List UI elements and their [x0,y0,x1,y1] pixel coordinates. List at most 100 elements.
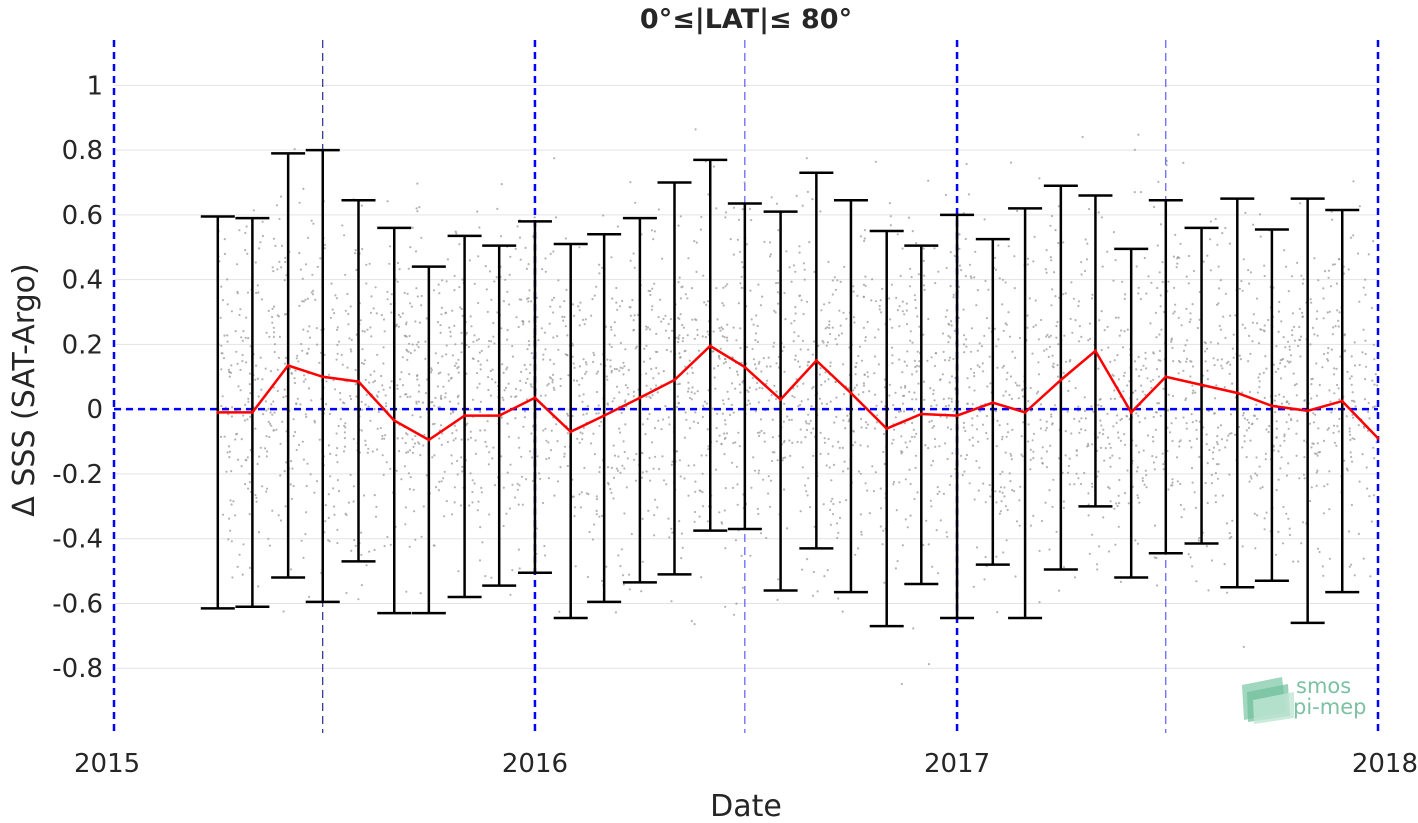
scatter-point [803,268,806,271]
scatter-point [913,391,916,394]
scatter-point [682,326,686,329]
scatter-point [1285,474,1289,477]
scatter-point [492,335,495,338]
scatter-point [895,296,898,299]
scatter-point [998,277,1001,280]
scatter-point [1287,290,1290,293]
scatter-point [343,402,346,405]
scatter-point [898,305,901,308]
y-tick-label: -0.8 [52,654,103,684]
scatter-point [1117,316,1120,319]
scatter-point [791,441,794,444]
scatter-point [404,506,407,509]
scatter-point [336,447,339,450]
scatter-point [937,572,940,575]
scatter-point [420,236,423,239]
scatter-point [334,388,337,391]
scatter-point [1113,389,1116,392]
scatter-point [1315,394,1318,397]
scatter-point [1252,313,1255,316]
scatter-point [952,293,955,296]
scatter-point [451,513,454,516]
scatter-point [646,326,650,329]
scatter-point [469,408,472,411]
scatter-point [702,404,705,407]
scatter-point [1152,415,1155,418]
scatter-point [449,330,452,333]
scatter-point [1317,451,1320,454]
scatter-point [354,368,357,372]
scatter-point [221,395,224,398]
scatter-point [1055,530,1058,533]
scatter-point [866,371,869,374]
scatter-point [1189,375,1192,378]
scatter-point [221,299,224,302]
scatter-point [241,353,244,357]
scatter-point [1044,501,1047,504]
scatter-point [683,436,687,439]
scatter-point [880,400,883,403]
scatter-point [634,479,638,482]
scatter-point [671,460,674,463]
scatter-point [930,505,933,508]
scatter-point [1171,484,1174,487]
scatter-point [794,312,797,315]
scatter-point [346,366,349,369]
scatter-point [1143,256,1146,260]
scatter-point [1145,367,1148,370]
scatter-point [818,373,822,376]
scatter-point [792,340,795,343]
scatter-point [1111,373,1114,376]
scatter-point [1351,437,1354,440]
scatter-point [1350,355,1353,358]
scatter-point [740,286,743,289]
scatter-point [296,397,299,400]
scatter-point [465,343,468,346]
scatter-point [276,314,279,317]
scatter-point [1097,470,1100,473]
scatter-point [360,429,363,432]
scatter-point [962,343,966,346]
scatter-point [469,430,472,433]
scatter-point [1372,343,1375,346]
scatter-point [1004,451,1007,454]
scatter-point [465,372,468,375]
scatter-point [836,536,839,540]
scatter-point [1116,504,1119,508]
scatter-point [256,462,259,466]
scatter-point [750,486,753,489]
scatter-point [775,398,778,401]
scatter-point [1147,275,1150,278]
scatter-point [911,341,914,344]
scatter-point [1243,417,1246,420]
scatter-point [508,303,511,306]
scatter-point [916,315,919,318]
scatter-point [449,412,452,415]
scatter-point [739,327,742,330]
scatter-point [460,456,463,459]
scatter-point [549,305,552,308]
scatter-point [1152,440,1155,443]
scatter-point [1067,464,1070,468]
scatter-point [1328,557,1331,560]
scatter-point [828,301,831,304]
scatter-point [1329,285,1333,288]
scatter-point [957,285,961,288]
scatter-point [926,359,929,362]
scatter-point [609,365,612,368]
scatter-point [501,363,504,366]
scatter-point [395,325,398,328]
scatter-point [289,483,292,486]
scatter-point [456,473,459,476]
scatter-point [798,294,801,297]
scatter-point [584,318,587,321]
scatter-point [745,346,749,349]
scatter-point [826,326,829,329]
scatter-point [1018,384,1021,387]
scatter-point [823,441,827,444]
scatter-point [1229,363,1232,366]
scatter-point [686,334,689,337]
scatter-point [1263,528,1266,531]
scatter-point [599,363,603,366]
scatter-point [1228,537,1231,540]
